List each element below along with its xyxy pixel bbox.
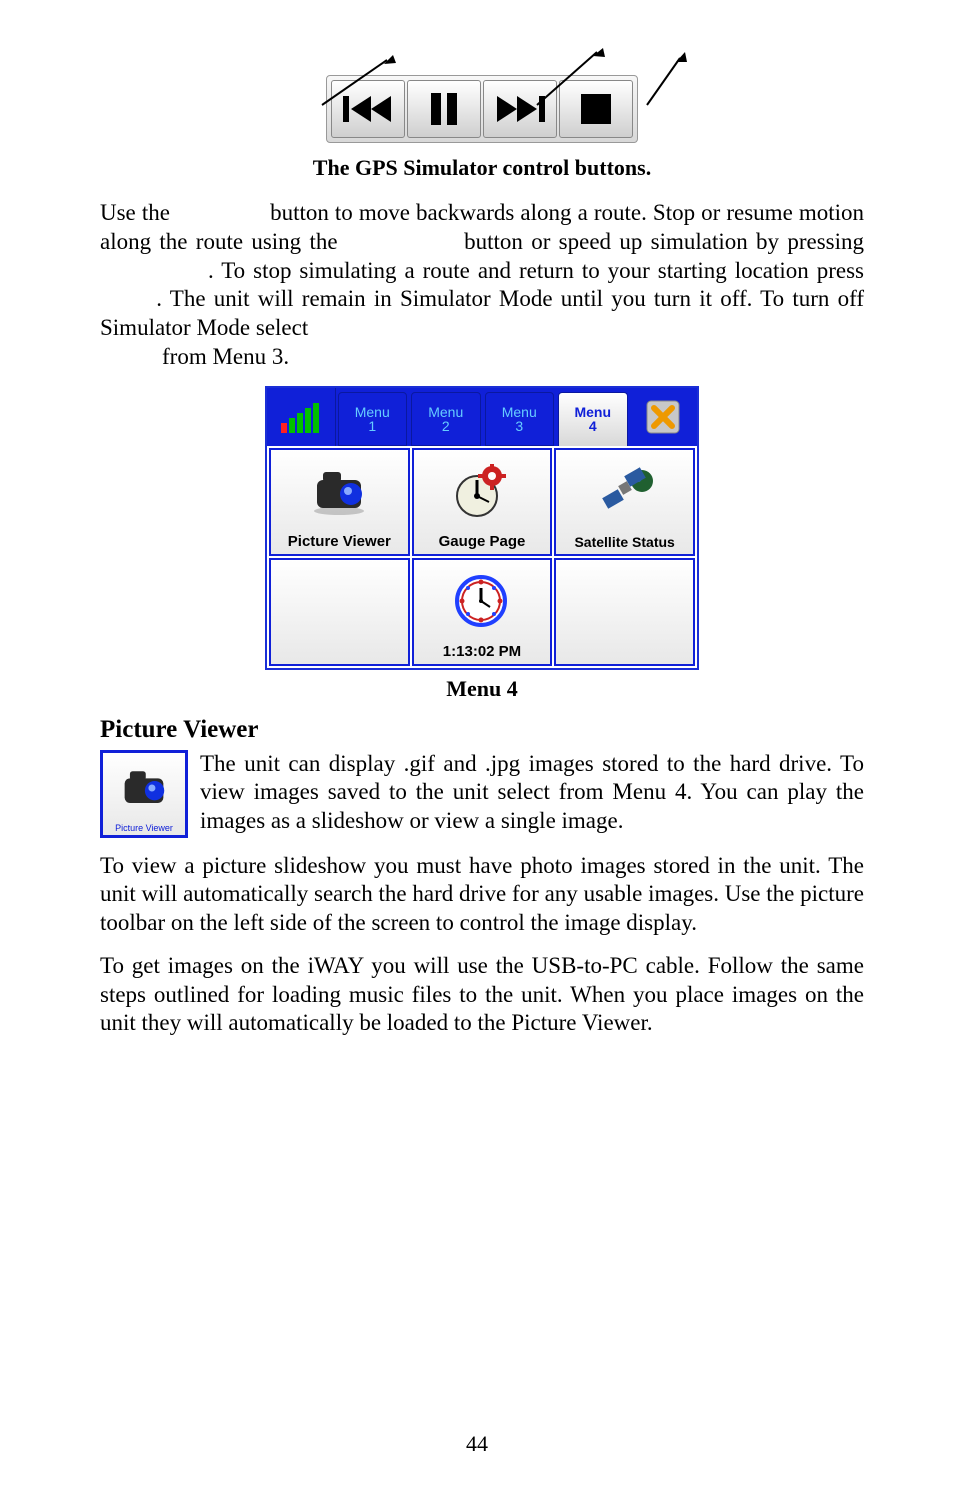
paragraph-2: The unit can display .gif and .jpg image…: [200, 750, 864, 836]
menu4-tabs: Menu 1 Menu 2 Menu 3 Menu 4: [267, 388, 697, 446]
stop-icon: [581, 94, 611, 124]
pause-button[interactable]: [407, 80, 481, 138]
satellite-status-cell[interactable]: Satellite Status: [554, 448, 695, 556]
clock-cell[interactable]: 1:13:02 PM: [412, 558, 553, 666]
forward-icon: [495, 94, 545, 124]
rewind-icon: [343, 94, 393, 124]
p1-d: . To stop simulating a route and return …: [208, 258, 864, 283]
picture-viewer-label: Picture Viewer: [288, 533, 391, 550]
tab-menu-1[interactable]: Menu 1: [338, 392, 408, 446]
fast-forward-button[interactable]: [483, 80, 557, 138]
signal-bars-icon: [279, 401, 323, 433]
pause-icon: [429, 93, 459, 125]
picture-viewer-heading: Picture Viewer: [100, 716, 864, 744]
p1-a: Use the: [100, 200, 176, 225]
rewind-button[interactable]: [331, 80, 405, 138]
simulator-panel: [326, 75, 638, 143]
stop-button[interactable]: [559, 80, 633, 138]
tab3-l2: 3: [515, 419, 523, 433]
tab3-l1: Menu: [502, 405, 537, 419]
tab4-l1: Menu: [574, 405, 611, 419]
gauge-icon: [452, 464, 512, 519]
close-icon: [646, 400, 680, 434]
picture-viewer-small-icon: Picture Viewer: [100, 750, 188, 838]
tab1-l2: 1: [368, 419, 376, 433]
paragraph-3: To view a picture slideshow you must hav…: [100, 852, 864, 938]
signal-indicator: [267, 388, 336, 446]
camera-icon: [117, 766, 171, 810]
p1-e: . The unit will remain in Simulator Mode…: [100, 286, 864, 340]
camera-icon: [309, 466, 369, 516]
paragraph-4: To get images on the iWAY you will use t…: [100, 952, 864, 1038]
tab-menu-3[interactable]: Menu 3: [485, 392, 555, 446]
satellite-status-label: Satellite Status: [574, 534, 674, 550]
page-number: 44: [0, 1431, 954, 1457]
figure1-caption: The GPS Simulator control buttons.: [100, 155, 864, 181]
small-icon-label: Picture Viewer: [115, 823, 173, 833]
tab-menu-2[interactable]: Menu 2: [411, 392, 481, 446]
paragraph-1-tail: from Menu 3.: [162, 343, 864, 372]
tab1-l1: Menu: [355, 405, 390, 419]
clock-icon: [454, 574, 509, 629]
close-button[interactable]: [630, 388, 698, 446]
satellite-icon: [594, 463, 656, 521]
menu4-caption: Menu 4: [100, 676, 864, 702]
picture-viewer-cell[interactable]: Picture Viewer: [269, 448, 410, 556]
p1-c: button or speed up simulation by pressin…: [464, 229, 864, 254]
gauge-page-label: Gauge Page: [439, 533, 526, 550]
empty-cell-1: [269, 558, 410, 666]
menu4-body: Picture Viewer: [267, 446, 697, 668]
gauge-page-cell[interactable]: Gauge Page: [412, 448, 553, 556]
tab4-l2: 4: [589, 419, 597, 433]
menu4-figure: Menu 1 Menu 2 Menu 3 Menu 4: [265, 386, 699, 670]
picture-viewer-aside: Picture Viewer The unit can display .gif…: [100, 750, 864, 838]
tab2-l2: 2: [442, 419, 450, 433]
tab-menu-4[interactable]: Menu 4: [558, 392, 628, 446]
clock-time-label: 1:13:02 PM: [443, 643, 521, 660]
simulator-controls-figure: [272, 40, 692, 143]
empty-cell-2: [554, 558, 695, 666]
paragraph-1: Use the button to move backwards along a…: [100, 199, 864, 343]
tab2-l1: Menu: [428, 405, 463, 419]
